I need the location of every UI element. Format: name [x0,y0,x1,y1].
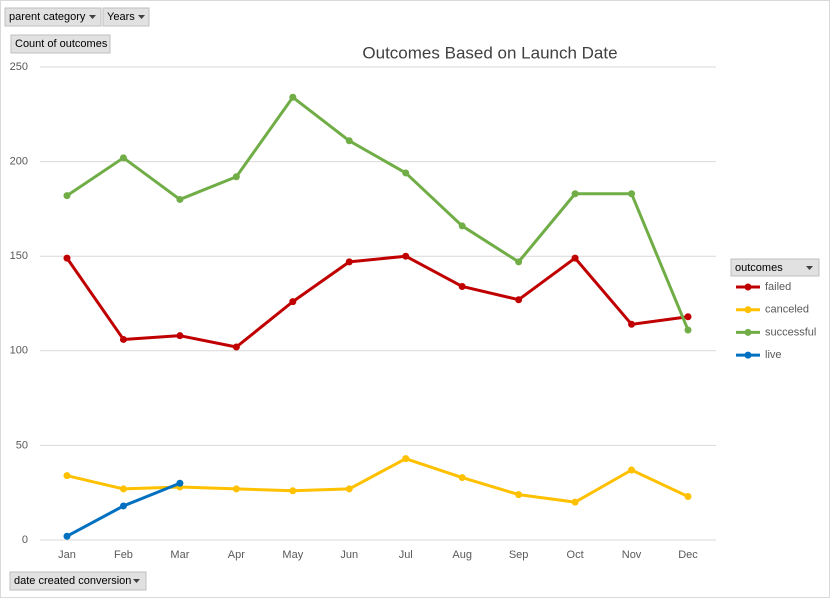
legend-marker [744,283,752,291]
data-point [684,313,692,321]
legend-label: successful [765,326,816,338]
series-line [66,95,690,331]
x-tick-label: Jan [58,549,76,561]
data-point [63,192,71,200]
data-point [176,195,184,203]
x-tick-label: May [282,549,303,561]
data-point [119,335,127,343]
data-point [628,190,636,198]
y-tick-label: 150 [10,250,28,262]
data-point [515,491,523,499]
x-tick-label: Feb [114,549,133,561]
data-point [289,93,297,101]
button-label[interactable]: Years [107,11,135,23]
data-point [345,485,353,493]
data-point [176,479,184,487]
dropdown-arrow[interactable] [806,266,813,270]
data-point [402,252,410,260]
chart-title: Outcomes Based on Launch Date [362,43,617,62]
data-point [458,282,466,290]
data-point [402,169,410,177]
x-tick-label: Apr [228,549,245,561]
data-point [232,485,240,493]
data-point [571,498,579,506]
data-point [232,343,240,351]
data-point [345,258,353,266]
data-point [684,492,692,500]
data-point [684,326,692,334]
y-tick-label: 200 [10,156,28,168]
x-tick-label: Nov [622,549,642,561]
x-tick-label: Dec [678,549,698,561]
legend-marker [744,328,752,336]
y-tick-label: 100 [10,345,28,357]
legend-marker [744,351,752,359]
button-label[interactable]: date created conversion [14,575,131,587]
data-point [571,254,579,262]
data-point [119,485,127,493]
data-point [628,320,636,328]
button-box[interactable] [9,571,147,591]
x-tick-label: Oct [567,549,584,561]
x-tick-label: Aug [452,549,472,561]
data-point [402,455,410,463]
button-box[interactable] [10,34,111,54]
dropdown-arrow[interactable] [89,15,96,19]
button-box[interactable] [102,7,150,27]
y-tick-label: 0 [22,534,28,546]
data-point [63,254,71,262]
x-tick-label: Mar [170,549,189,561]
data-point [515,296,523,304]
data-point [289,487,297,495]
button-label[interactable]: outcomes [735,262,783,274]
button-label[interactable]: parent category [9,11,86,23]
data-point [63,532,71,540]
axis-field-button[interactable]: date created conversion [9,571,147,591]
legend-marker [744,306,752,314]
series-line [65,254,689,349]
data-point [119,502,127,510]
data-point [63,472,71,480]
data-point [345,137,353,145]
button-label[interactable]: Count of outcomes [15,38,108,50]
data-point [119,154,127,162]
legend-field-button[interactable]: outcomes [730,258,820,277]
button-box[interactable] [4,7,102,27]
dropdown-arrow[interactable] [133,579,140,583]
value-field-button[interactable]: Count of outcomes [10,34,111,54]
data-point [458,474,466,482]
data-point [176,332,184,340]
y-tick-label: 250 [10,61,28,73]
data-point [628,466,636,474]
data-point [289,298,297,306]
button-box[interactable] [730,258,820,277]
data-point [232,173,240,181]
x-tick-label: Jun [340,549,358,561]
filter-button[interactable]: parent category [4,7,102,27]
data-point [571,190,579,198]
x-tick-label: Jul [399,549,413,561]
y-tick-label: 50 [16,439,28,451]
data-point [458,222,466,230]
x-tick-label: Sep [509,549,529,561]
legend-label: live [765,349,782,361]
data-point [515,258,523,266]
filter-button[interactable]: Years [102,7,150,27]
legend-label: failed [765,281,791,293]
legend-label: canceled [765,304,809,316]
dropdown-arrow[interactable] [138,15,145,19]
